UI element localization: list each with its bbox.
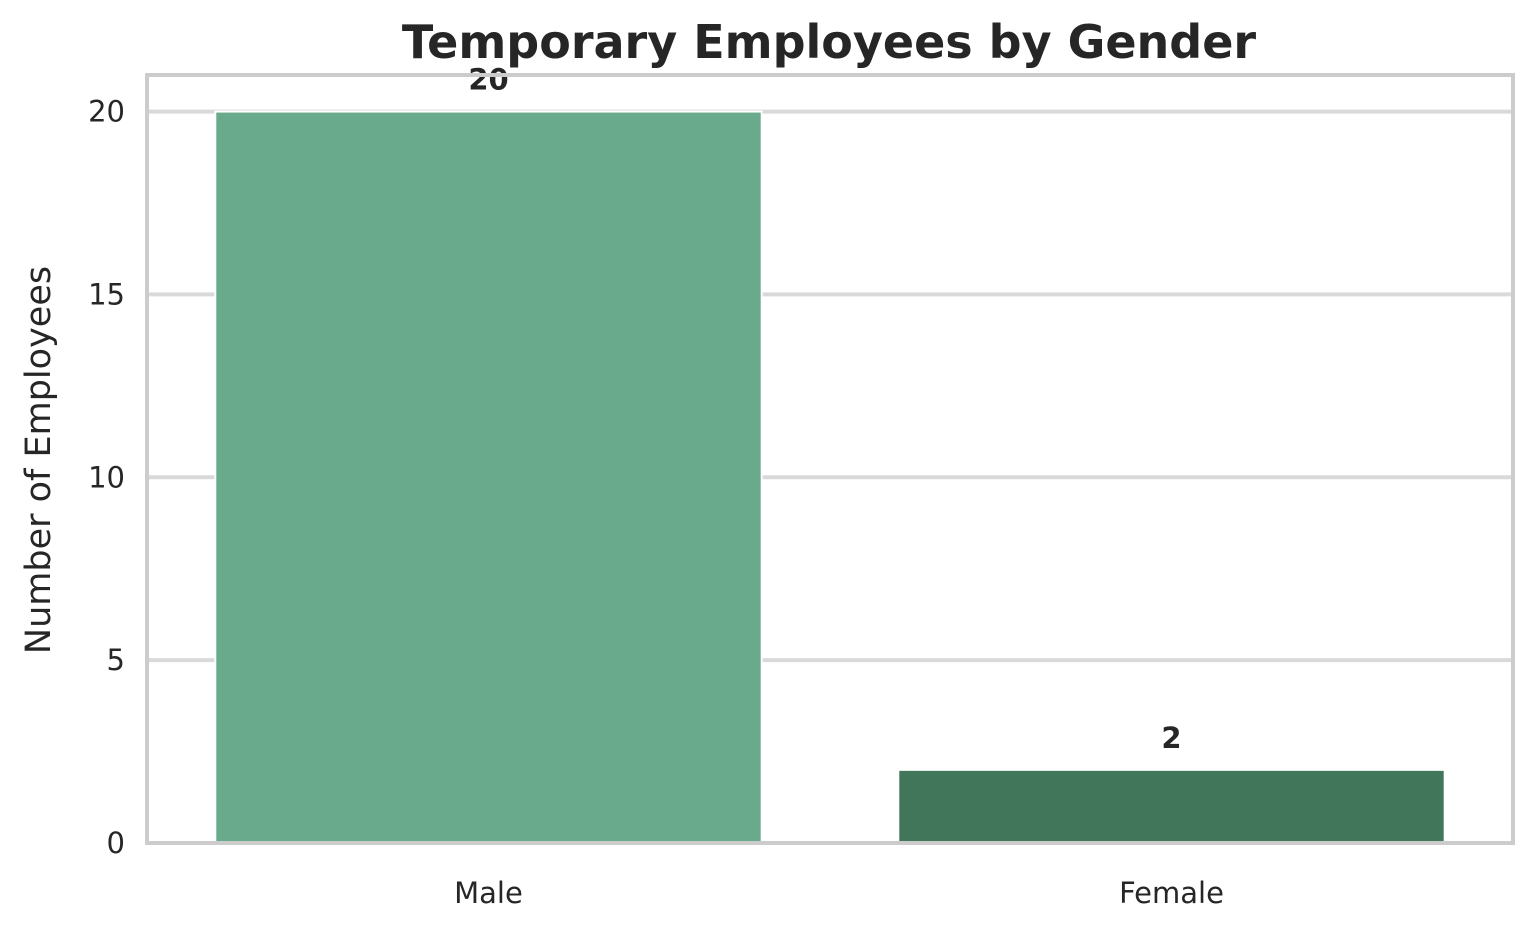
x-tick-label-male: Male [454, 876, 523, 910]
y-axis-ticks: 0 5 10 15 20 [88, 95, 125, 860]
x-tick-label-female: Female [1119, 876, 1224, 910]
data-labels: 20 2 [468, 63, 1181, 755]
y-axis-label: Number of Employees [19, 266, 59, 654]
y-tick-label: 20 [88, 95, 125, 129]
bar-male [214, 110, 763, 845]
chart-title: Temporary Employees by Gender [402, 15, 1257, 69]
plot-frame [145, 73, 1515, 845]
y-tick-label: 15 [88, 277, 125, 311]
y-tick-label: 5 [107, 643, 125, 677]
x-axis-ticks: Male Female [454, 876, 1224, 910]
data-label-male: 20 [468, 63, 508, 97]
data-label-female: 2 [1161, 721, 1181, 755]
y-tick-label: 0 [107, 826, 125, 860]
bar-female [897, 768, 1446, 844]
y-tick-label: 10 [88, 460, 125, 494]
